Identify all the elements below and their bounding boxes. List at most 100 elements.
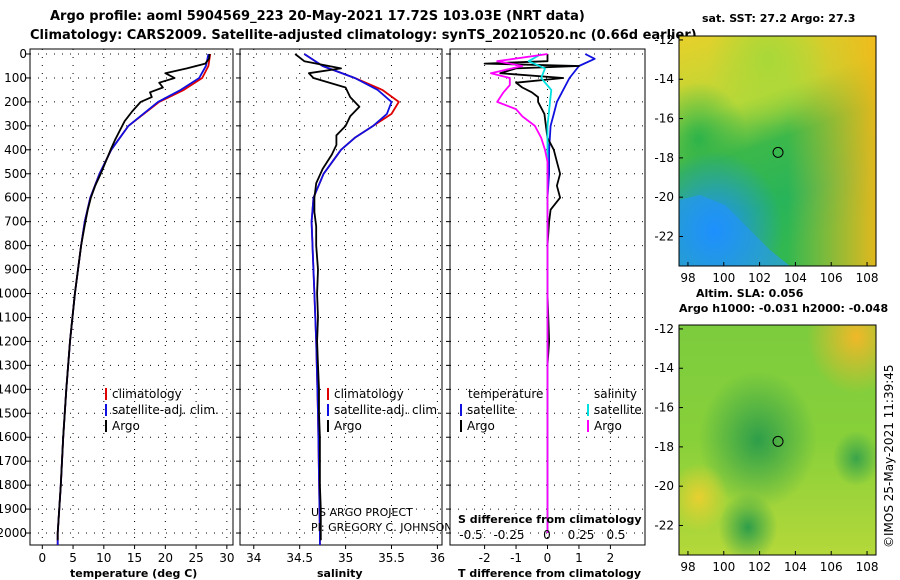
header-title-line2: Climatology: CARS2009. Satellite-adjuste…	[30, 28, 697, 43]
legend-s-argo: Argo	[594, 419, 622, 433]
legend-climatology: climatology	[112, 387, 182, 401]
depth-tick-label: 600	[4, 191, 27, 205]
map-lat-label: -12	[654, 33, 674, 47]
salinity-xlabel: salinity	[317, 567, 363, 580]
x-tick-label: 0	[38, 551, 46, 565]
x-tick-label: 5	[69, 551, 77, 565]
map-lon-label: 98	[680, 271, 695, 285]
sst-map-title: sat. SST: 27.2 Argo: 27.3	[702, 12, 855, 25]
x-tick-label: 15	[127, 551, 142, 565]
depth-tick-label: 400	[4, 143, 27, 157]
x-tick-label: 34.5	[286, 551, 313, 565]
depth-tick-label: 500	[4, 167, 27, 181]
difference-xlabel: T difference from climatology	[458, 567, 641, 580]
depth-tick-label: 200	[4, 95, 27, 109]
x-tick-label: 0	[544, 551, 552, 565]
map-lon-label: 108	[856, 271, 879, 285]
x-tick-label: 25	[188, 551, 203, 565]
depth-tick-label: 1200	[0, 334, 27, 348]
salinity-marks: 34 34.5 35 35.5 36	[236, 49, 445, 565]
map-lat-label: -14	[654, 361, 674, 375]
map-lat-label: -16	[654, 112, 674, 126]
x-tick-label: -2	[479, 551, 491, 565]
depth-tick-label: 1400	[0, 382, 27, 396]
credit-line2: PI: GREGORY C. JOHNSON	[311, 521, 452, 534]
difference-legend: temperature salinity satellite Argo sate…	[460, 387, 642, 433]
sla-map-frame	[678, 324, 877, 556]
x-tick-label: 30	[219, 551, 234, 565]
header-title-line1: Argo profile: aoml 5904569_223 20-May-20…	[50, 9, 585, 24]
legend-climatology: climatology	[334, 387, 404, 401]
argo-float-marker	[772, 146, 784, 158]
legend-title-temperature: temperature	[468, 387, 543, 401]
map-lat-label: -22	[654, 230, 674, 244]
map-lon-label: 102	[748, 271, 771, 285]
depth-tick-label: 1700	[0, 454, 27, 468]
sst-map: sat. SST: 27.2 Argo: 27.3 98 100 102 104 106…	[654, 12, 878, 285]
sla-map-shading	[679, 325, 876, 555]
temperature-legend: climatology satellite-adj. clim. Argo	[105, 387, 219, 433]
top-tick-label: -0.5	[459, 528, 482, 542]
argo-float-marker	[772, 435, 784, 447]
series-line-satellite-adj-clim-	[303, 53, 393, 545]
credit-line1: US ARGO PROJECT	[311, 506, 413, 519]
series-line-argo	[56, 53, 211, 541]
legend-argo: Argo	[334, 419, 362, 433]
salinity-panel: 34 34.5 35 35.5 36 salinity climatology sate…	[236, 48, 452, 580]
top-tick-label: -0.25	[493, 528, 524, 542]
map-lon-label: 108	[856, 560, 879, 574]
map-lon-label: 102	[748, 560, 771, 574]
depth-tick-label: 1900	[0, 502, 27, 516]
series-line-argo	[294, 53, 361, 541]
sla-map-ticks: 98 100 102 104 106 108 -12 -14 -16 -18 -20 -22	[654, 322, 878, 574]
sla-map: Altim. SLA: 0.056 Argo h1000: -0.031 h20…	[654, 287, 888, 574]
depth-tick-label: 0	[19, 47, 27, 61]
salinity-plot-frame	[239, 48, 443, 546]
map-lat-label: -18	[654, 151, 674, 165]
map-lon-label: 98	[680, 560, 695, 574]
difference-top-ticks: -0.5 -0.25 0 0.25 0.5	[459, 528, 625, 542]
x-tick-label: 35	[338, 551, 353, 565]
map-lon-label: 104	[784, 271, 807, 285]
sst-map-ticks: 98 100 102 104 106 108 -12 -14 -16 -18 -20 -22	[654, 33, 878, 285]
depth-tick-label: 1600	[0, 430, 27, 444]
x-tick-label: 36	[430, 551, 445, 565]
temperature-xlabel: temperature (deg C)	[70, 567, 197, 580]
top-tick-label: 0.5	[606, 528, 625, 542]
map-lat-label: -18	[654, 440, 674, 454]
x-tick-label: 20	[158, 551, 173, 565]
legend-title-salinity: salinity	[594, 387, 637, 401]
depth-tick-label: 1100	[0, 310, 27, 324]
x-tick-label: 1	[575, 551, 583, 565]
depth-tick-label: 100	[4, 71, 27, 85]
copyright-stamp: ©IMOS 25-May-2021 11:39:45	[882, 364, 896, 548]
difference-panel: -2 -1 0 1 2 T difference from climatology S …	[446, 48, 646, 580]
x-tick-label: 10	[96, 551, 111, 565]
x-tick-label: 2	[607, 551, 615, 565]
x-tick-label: -1	[510, 551, 522, 565]
series-line-s-argo	[489, 53, 549, 533]
legend-t-satellite: satellite	[467, 403, 515, 417]
map-lon-label: 106	[820, 560, 843, 574]
x-tick-label: 34	[246, 551, 261, 565]
depth-tick-label: 700	[4, 215, 27, 229]
top-tick-label: 0.25	[568, 528, 595, 542]
depth-tick-label: 1500	[0, 406, 27, 420]
sla-map-title: Altim. SLA: 0.056	[696, 287, 804, 300]
temperature-panel: 0 5 10 15 20 25 300100200300400500600700800900…	[0, 47, 234, 580]
depth-tick-label: 300	[4, 119, 27, 133]
legend-s-satellite: satellite	[594, 403, 642, 417]
legend-t-argo: Argo	[467, 419, 495, 433]
legend-argo: Argo	[112, 419, 140, 433]
depth-tick-label: 1000	[0, 287, 27, 301]
sst-map-frame	[678, 35, 877, 267]
temperature-plot-frame	[29, 48, 234, 546]
depth-tick-label: 1300	[0, 358, 27, 372]
sst-map-shading	[679, 36, 876, 266]
top-tick-label: 0	[543, 528, 551, 542]
map-lat-label: -20	[654, 190, 674, 204]
depth-tick-label: 1800	[0, 478, 27, 492]
depth-tick-label: 2000	[0, 526, 27, 540]
map-lat-label: -12	[654, 322, 674, 336]
difference-xlabel-top: S difference from climatology	[458, 513, 642, 526]
